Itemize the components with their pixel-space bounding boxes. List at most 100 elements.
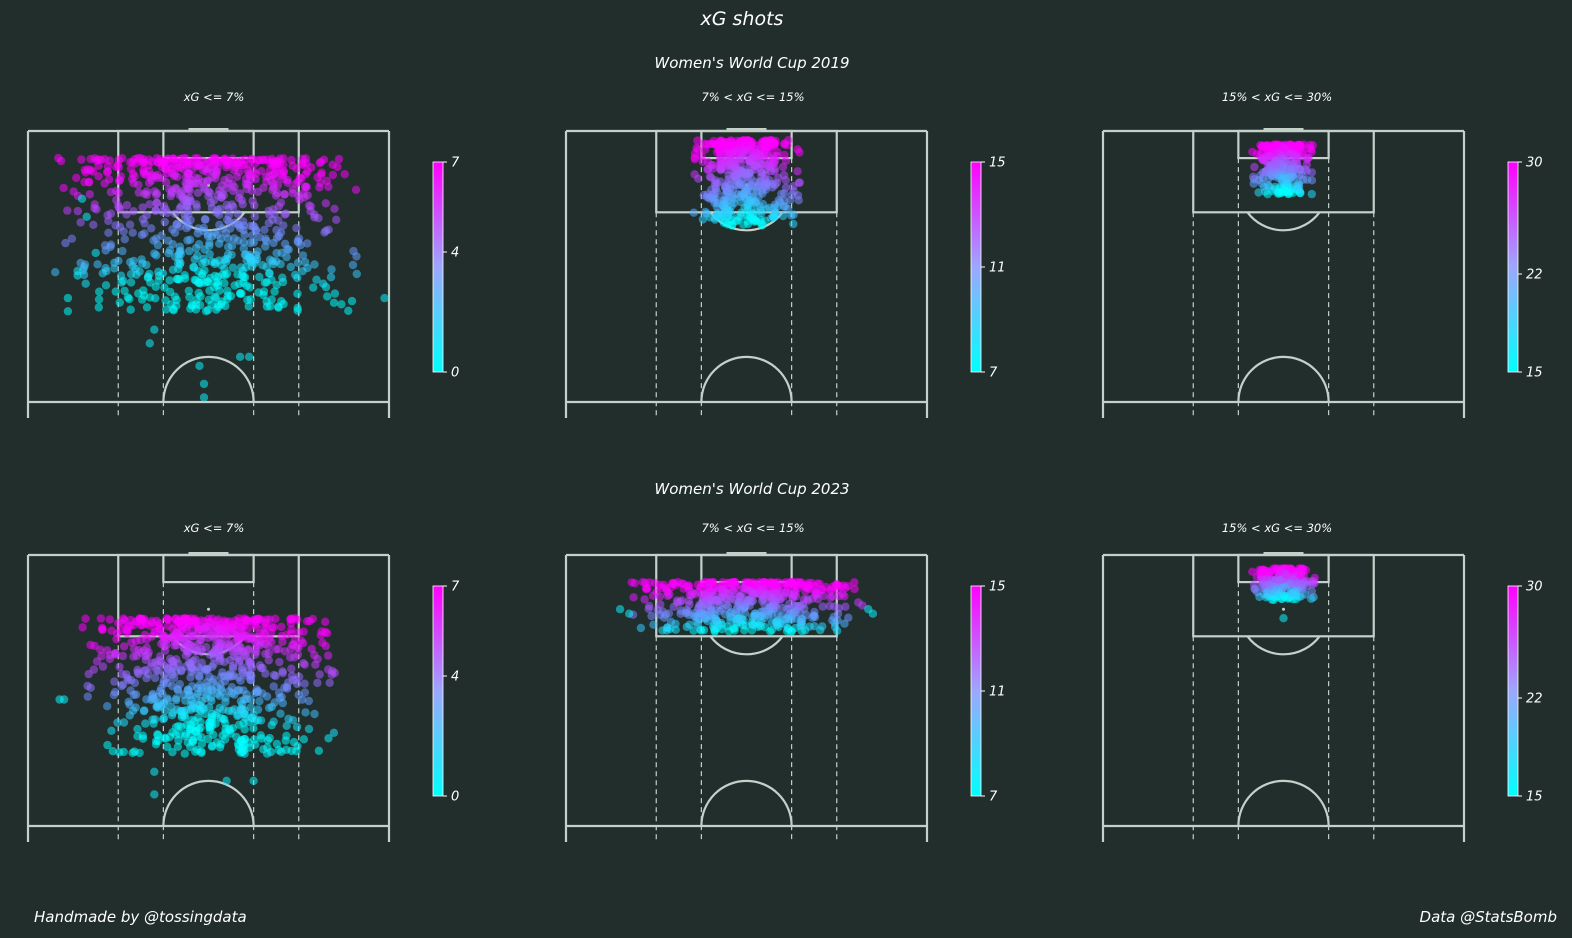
- shot-point: [1307, 168, 1317, 177]
- shot-point: [172, 667, 181, 676]
- shot-point: [202, 167, 212, 176]
- shot-point: [55, 695, 64, 704]
- shot-point: [1275, 575, 1285, 584]
- shot-point: [151, 740, 161, 749]
- shot-point: [94, 172, 103, 181]
- shot-point: [280, 190, 289, 199]
- shot-point: [104, 175, 114, 184]
- shot-point: [144, 178, 154, 188]
- shot-point: [313, 678, 322, 688]
- shot-point: [270, 287, 279, 296]
- shot-point: [240, 749, 249, 758]
- shot-point: [244, 180, 254, 189]
- shot-point: [148, 715, 157, 724]
- shot-point: [247, 632, 256, 641]
- shot-point: [780, 140, 789, 149]
- shot-point: [629, 593, 638, 602]
- shot-point: [310, 260, 319, 269]
- shot-point: [713, 195, 722, 204]
- shot-point: [288, 189, 298, 198]
- shot-point: [751, 215, 760, 225]
- shot-point: [141, 719, 150, 728]
- shot-point: [223, 286, 232, 296]
- shot-point: [293, 273, 302, 283]
- shot-point: [287, 629, 296, 638]
- shot-point: [793, 167, 802, 176]
- shot-point: [284, 678, 293, 687]
- shot-point: [287, 671, 297, 680]
- shot-point: [239, 217, 248, 226]
- shot-point: [284, 245, 293, 254]
- shot-point: [262, 692, 272, 701]
- shot-point: [1248, 567, 1257, 576]
- shot-point: [125, 220, 135, 229]
- shot-point: [81, 279, 90, 288]
- shot-point: [649, 620, 658, 629]
- footer-source: Data @StatsBomb: [1420, 908, 1557, 926]
- shot-point: [300, 660, 309, 669]
- shot-point: [282, 721, 291, 730]
- shot-point: [330, 204, 339, 213]
- shot-point: [764, 603, 774, 612]
- shot-point: [793, 145, 802, 154]
- shot-point: [261, 242, 270, 251]
- shot-point: [196, 723, 205, 733]
- shot-point: [51, 268, 60, 277]
- shot-point: [267, 721, 276, 730]
- pitch-panel-2: 15 22 30: [1101, 128, 1543, 418]
- shot-point: [94, 295, 104, 304]
- shot-point: [239, 244, 248, 253]
- shot-point: [263, 749, 272, 758]
- shot-point: [760, 216, 770, 225]
- shot-point: [304, 724, 314, 734]
- shot-point: [764, 139, 774, 148]
- shot-point: [1289, 572, 1298, 581]
- shot-point: [1265, 580, 1274, 590]
- shot-point: [115, 662, 124, 672]
- shot-point: [1266, 143, 1275, 152]
- shot-point: [179, 165, 189, 174]
- shot-point: [276, 168, 286, 177]
- shot-point: [789, 601, 799, 610]
- shot-point: [250, 212, 259, 221]
- shot-point: [232, 172, 242, 181]
- shot-point: [650, 578, 660, 588]
- shot-point: [217, 193, 226, 202]
- shot-point: [274, 232, 284, 241]
- shot-point: [63, 206, 72, 215]
- shot-point: [781, 156, 791, 165]
- shot-point: [190, 643, 200, 652]
- shot-point: [227, 200, 237, 209]
- row-title-2019: Women's World Cup 2019: [654, 54, 849, 72]
- shot-point: [199, 254, 208, 264]
- shot-point: [237, 735, 246, 745]
- shot-point: [729, 157, 738, 166]
- shot-point: [786, 195, 795, 205]
- shot-point: [221, 625, 231, 634]
- shot-point: [78, 623, 87, 632]
- shot-point: [734, 144, 743, 154]
- shot-point: [244, 302, 253, 311]
- shot-point: [184, 639, 193, 648]
- shot-point: [840, 619, 849, 628]
- shot-point: [1277, 175, 1287, 184]
- shot-point: [734, 614, 743, 623]
- shot-point: [242, 281, 251, 290]
- shot-point: [759, 595, 768, 604]
- shot-point: [1255, 592, 1264, 602]
- shot-point: [293, 650, 303, 659]
- shot-point: [1250, 584, 1259, 593]
- shot-point: [126, 257, 135, 267]
- shot-point: [1248, 147, 1257, 157]
- panels-layer: 0 4 7 7 11 15 15 22 30 0 4 7 7 11 15 15 22 30: [26, 128, 1543, 842]
- shot-point: [170, 209, 180, 218]
- shot-point: [246, 295, 255, 304]
- shot-point: [269, 682, 278, 691]
- shot-point: [300, 193, 309, 202]
- shot-point: [148, 689, 157, 699]
- shot-point: [114, 176, 124, 186]
- shot-point: [77, 155, 86, 164]
- shot-point: [154, 666, 163, 675]
- shot-point: [197, 739, 207, 748]
